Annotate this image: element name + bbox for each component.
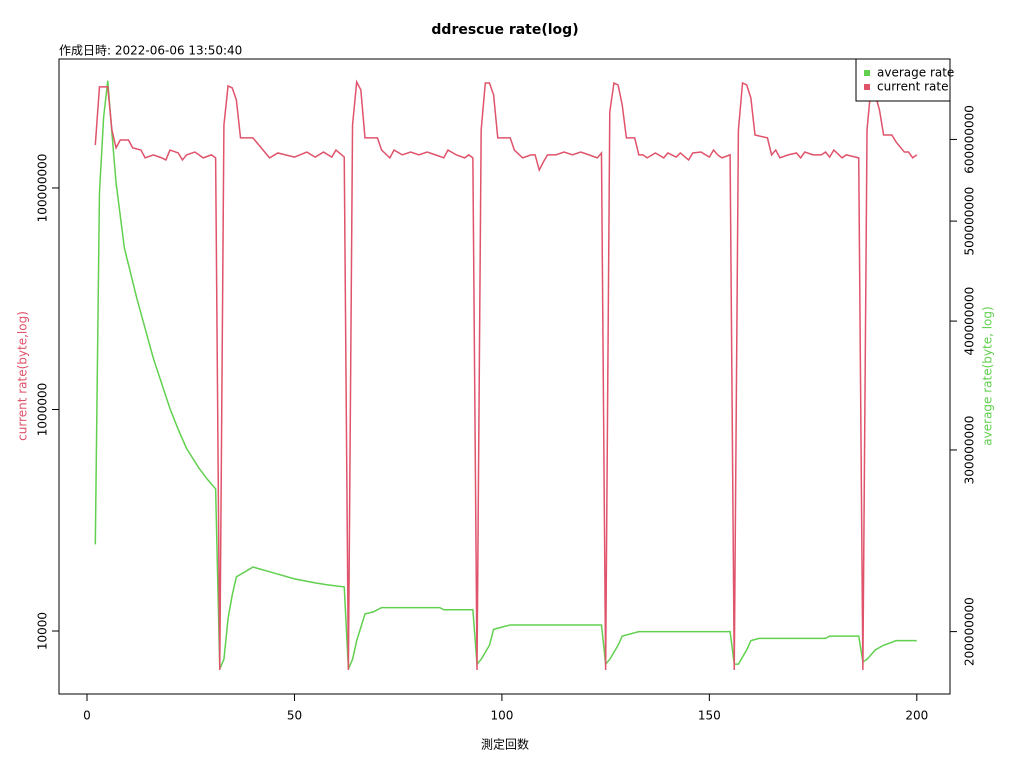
x-tick-label: 0: [83, 709, 91, 723]
series-line: [94, 80, 917, 670]
y-axis-label: current rate(byte,log): [16, 311, 30, 441]
x-tick-label: 200: [905, 709, 928, 723]
legend-swatch: [864, 70, 870, 76]
legend-label: current rate: [877, 80, 948, 94]
x-tick-label: 50: [287, 709, 302, 723]
legend-swatch: [864, 84, 870, 90]
subtitle: 作成日時: 2022-06-06 13:50:40: [59, 44, 242, 58]
chart-title: ddrescue rate(log): [431, 22, 578, 38]
plot-frame: [58, 58, 951, 695]
y2-tick-label: 500000000: [963, 187, 977, 256]
y2-tick-label: 300000000: [963, 416, 977, 485]
y2-tick-label: 200000000: [963, 597, 977, 666]
y-tick-label: 10000: [36, 612, 50, 650]
y2-tick-label: 600000000: [963, 105, 977, 174]
legend-label: average rate: [877, 66, 954, 80]
legend-box: [855, 58, 951, 102]
x-axis-label: 測定回数: [481, 737, 529, 752]
series-line: [94, 79, 918, 670]
y-tick-label: 1000000: [36, 383, 50, 436]
y2-tick-label: 400000000: [963, 287, 977, 356]
x-tick-label: 100: [490, 709, 513, 723]
y2-axis-label: average rate(byte, log): [981, 306, 995, 445]
y-tick-label: 100000000: [36, 154, 50, 223]
x-tick-label: 150: [698, 709, 721, 723]
